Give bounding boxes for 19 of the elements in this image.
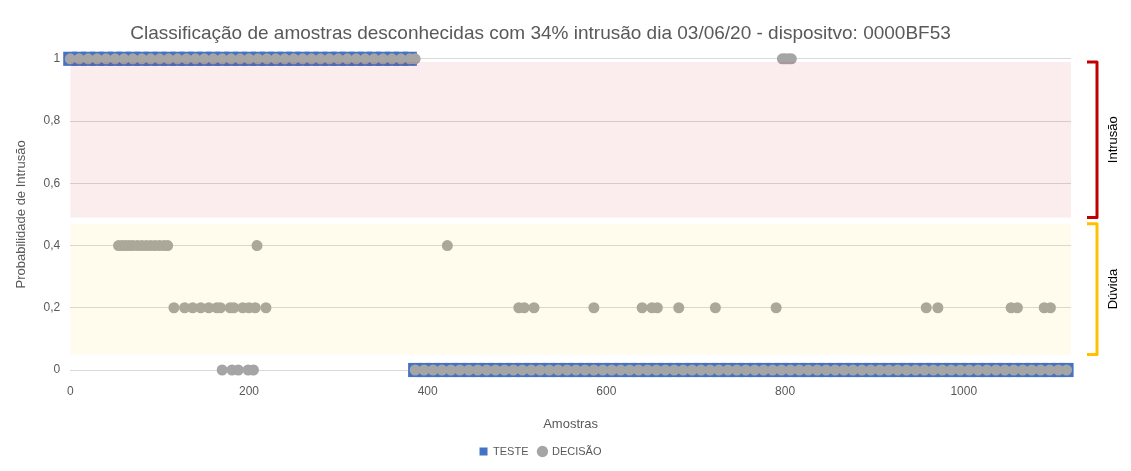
band-label: Intrusão — [1104, 116, 1120, 164]
chart-title: Classificação de amostras desconhecidas com 34% intrusão dia 03/06/20 - dispositvo: 0000BF53 — [130, 21, 951, 43]
y-tick-label: 0,4 — [43, 237, 61, 252]
y-tick-label: 0,8 — [43, 113, 61, 128]
y-tick-label: 0,2 — [43, 300, 61, 315]
legend-label: DECISÃO — [551, 444, 602, 457]
y-tick-label: 0 — [53, 362, 61, 377]
x-tick-label: 0 — [66, 383, 74, 398]
x-tick-label: 600 — [596, 383, 617, 398]
y-tick-label: 1 — [53, 51, 61, 66]
x-tick-label: 1000 — [950, 383, 978, 398]
y-axis-title: Probabilidade de Intrusão — [13, 140, 29, 289]
band-label: Dúvida — [1104, 268, 1120, 310]
x-tick-label: 800 — [775, 383, 796, 398]
legend-label: TESTE — [493, 444, 529, 457]
x-tick-label: 400 — [417, 383, 439, 398]
y-tick-label: 0,6 — [43, 175, 61, 190]
x-tick-label: 200 — [238, 383, 260, 398]
x-axis-title: Amostras — [543, 415, 599, 431]
